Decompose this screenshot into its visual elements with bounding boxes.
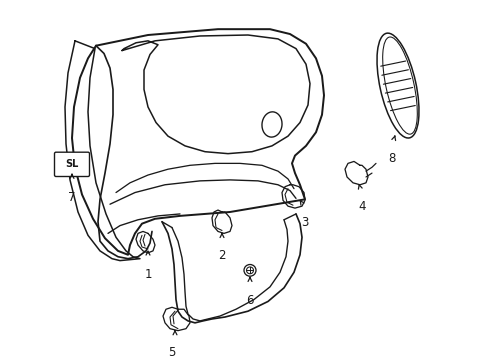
Polygon shape	[72, 29, 324, 255]
Text: 1: 1	[144, 269, 151, 282]
Text: 8: 8	[387, 152, 395, 165]
Ellipse shape	[262, 112, 282, 137]
Polygon shape	[212, 210, 231, 233]
Text: 4: 4	[358, 200, 365, 213]
Text: 3: 3	[301, 216, 308, 229]
Polygon shape	[345, 161, 367, 185]
Polygon shape	[122, 35, 309, 154]
Text: 7: 7	[68, 190, 76, 204]
Text: 2: 2	[218, 249, 225, 262]
Ellipse shape	[376, 33, 418, 138]
Polygon shape	[136, 231, 155, 253]
Polygon shape	[65, 41, 140, 261]
FancyBboxPatch shape	[54, 152, 89, 176]
Polygon shape	[163, 307, 190, 330]
Polygon shape	[282, 185, 305, 208]
Text: SL: SL	[65, 159, 79, 169]
Text: 5: 5	[168, 346, 175, 359]
Text: 6: 6	[246, 294, 253, 307]
Ellipse shape	[382, 37, 416, 134]
